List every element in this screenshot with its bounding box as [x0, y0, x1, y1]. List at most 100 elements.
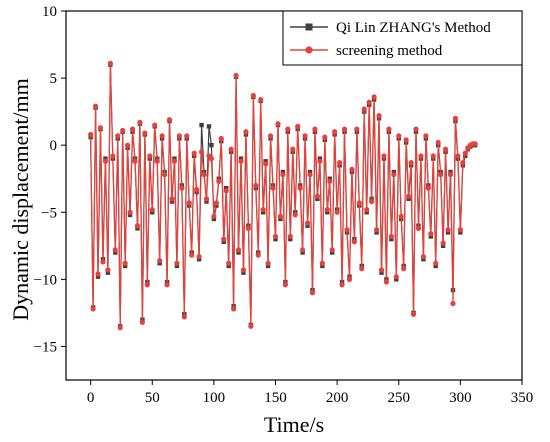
data-point [211, 216, 217, 222]
data-point [194, 186, 200, 193]
data-point [265, 260, 271, 266]
data-point [374, 230, 379, 235]
x-tick-label: 300 [449, 390, 472, 406]
data-point [341, 126, 348, 132]
data-point [420, 253, 427, 260]
data-point [309, 290, 316, 296]
y-tick-label: 0 [50, 138, 58, 154]
data-point [406, 196, 411, 202]
data-point [223, 188, 229, 194]
data-point [191, 150, 197, 156]
series-screening-method [88, 60, 478, 331]
y-axis-title: Dynamic displacement/mm [8, 78, 33, 321]
data-point [199, 122, 204, 128]
data-point [142, 130, 148, 136]
data-point [122, 260, 128, 266]
data-point [209, 142, 214, 148]
data-point [171, 158, 178, 164]
data-point [147, 153, 153, 159]
data-point [460, 160, 466, 166]
data-point [438, 172, 444, 178]
data-point [356, 200, 362, 206]
data-point [292, 212, 298, 218]
data-point [472, 141, 478, 147]
legend-box [282, 10, 523, 66]
data-point [201, 172, 207, 178]
data-point [103, 156, 108, 161]
data-point [127, 212, 133, 218]
legend-marker [305, 46, 313, 54]
data-point [383, 279, 390, 285]
data-point [208, 156, 215, 162]
data-point [440, 243, 446, 249]
data-point [238, 158, 244, 164]
data-point [218, 135, 224, 142]
data-point [361, 106, 367, 112]
data-point [189, 252, 195, 258]
data-point [393, 274, 399, 280]
data-point [435, 139, 441, 146]
data-point [164, 282, 170, 288]
data-point [378, 267, 385, 273]
data-point [327, 176, 332, 181]
data-point [90, 306, 96, 312]
data-point [304, 220, 311, 226]
data-point [329, 247, 335, 253]
x-tick-label: 150 [264, 390, 287, 406]
data-point [457, 227, 463, 233]
data-point [280, 169, 286, 175]
data-point [253, 182, 259, 189]
data-point [315, 196, 320, 202]
data-point [134, 223, 141, 229]
data-point [394, 277, 399, 282]
data-point [320, 263, 325, 269]
data-point [196, 257, 202, 262]
data-point [398, 213, 404, 219]
data-point [235, 247, 242, 253]
data-point [174, 263, 180, 269]
data-point [448, 169, 453, 175]
data-point [290, 146, 296, 152]
data-point [144, 282, 150, 288]
data-point [280, 172, 286, 178]
data-point [169, 196, 175, 202]
data-point [354, 126, 360, 132]
data-point [245, 225, 251, 231]
data-point [154, 158, 160, 164]
data-point [186, 200, 192, 206]
data-point [312, 126, 318, 132]
data-point [97, 125, 104, 131]
data-point [260, 206, 266, 213]
data-point [166, 117, 173, 123]
data-point [278, 216, 283, 222]
data-point [287, 233, 293, 240]
data-point [159, 133, 165, 139]
data-point [125, 142, 131, 148]
data-point [401, 266, 407, 272]
x-tick-label: 350 [511, 390, 534, 406]
data-point [117, 325, 123, 331]
data-point [132, 158, 138, 164]
data-point [240, 267, 247, 273]
data-point [231, 306, 237, 312]
legend-label: Qi Lin ZHANG's Method [336, 20, 491, 36]
data-point [129, 126, 136, 132]
data-point [288, 236, 293, 242]
y-tick-label: −15 [34, 339, 57, 355]
x-axis-title: Time/s [264, 412, 324, 437]
data-point [270, 185, 276, 191]
data-point [157, 261, 162, 266]
data-point [300, 247, 306, 253]
data-point [330, 250, 335, 255]
data-point [204, 199, 209, 204]
data-point [139, 319, 146, 325]
data-point [430, 153, 436, 159]
data-point [196, 253, 202, 260]
data-point [241, 270, 246, 275]
data-point [359, 266, 365, 272]
data-point [265, 263, 271, 269]
data-point [462, 150, 468, 156]
data-point [233, 72, 239, 79]
